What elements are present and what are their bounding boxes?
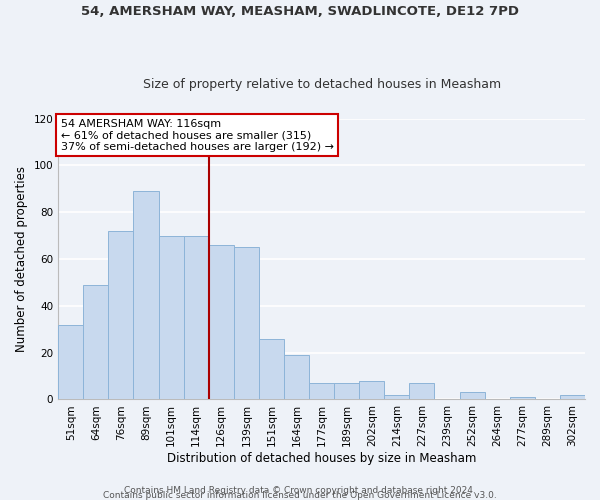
Bar <box>460 392 485 400</box>
Bar <box>184 236 209 400</box>
Text: 54, AMERSHAM WAY, MEASHAM, SWADLINCOTE, DE12 7PD: 54, AMERSHAM WAY, MEASHAM, SWADLINCOTE, … <box>81 5 519 18</box>
Bar <box>409 383 434 400</box>
Bar <box>158 236 184 400</box>
Bar <box>284 355 309 400</box>
Bar <box>259 338 284 400</box>
Text: Contains HM Land Registry data © Crown copyright and database right 2024.: Contains HM Land Registry data © Crown c… <box>124 486 476 495</box>
X-axis label: Distribution of detached houses by size in Measham: Distribution of detached houses by size … <box>167 452 476 465</box>
Bar <box>560 395 585 400</box>
Bar <box>133 191 158 400</box>
Bar <box>309 383 334 400</box>
Bar <box>385 395 409 400</box>
Bar <box>109 231 133 400</box>
Bar <box>58 324 83 400</box>
Bar <box>334 383 359 400</box>
Text: Contains public sector information licensed under the Open Government Licence v3: Contains public sector information licen… <box>103 490 497 500</box>
Bar <box>510 397 535 400</box>
Y-axis label: Number of detached properties: Number of detached properties <box>15 166 28 352</box>
Bar <box>209 245 234 400</box>
Bar <box>234 248 259 400</box>
Bar <box>359 380 385 400</box>
Text: 54 AMERSHAM WAY: 116sqm
← 61% of detached houses are smaller (315)
37% of semi-d: 54 AMERSHAM WAY: 116sqm ← 61% of detache… <box>61 118 334 152</box>
Title: Size of property relative to detached houses in Measham: Size of property relative to detached ho… <box>143 78 500 91</box>
Bar <box>83 285 109 400</box>
